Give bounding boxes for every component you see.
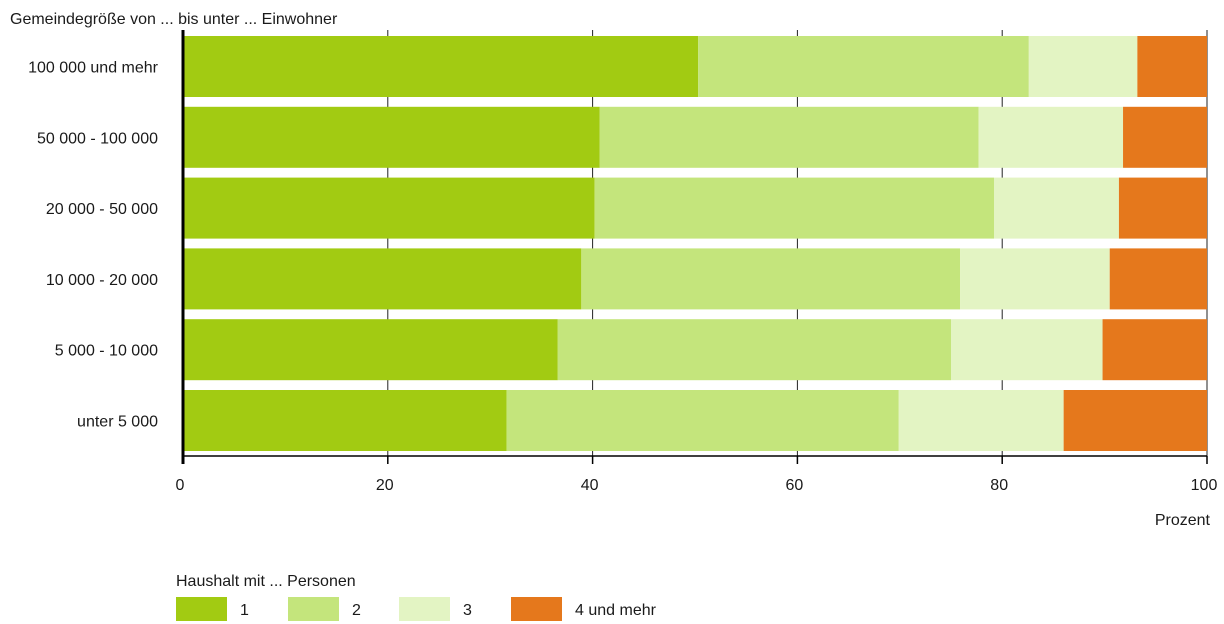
gridlines — [387, 30, 1208, 456]
bar-4-series-4 — [1109, 248, 1207, 310]
legend-swatch-4 — [511, 597, 562, 621]
bar-1-series-3 — [1028, 36, 1138, 97]
bar-6-series-2 — [506, 390, 899, 451]
y-axis-title: Gemeindegröße von ... bis unter ... Einw… — [10, 11, 338, 28]
bar-2-series-2 — [599, 106, 979, 168]
bar-5-series-3 — [951, 319, 1103, 381]
bar-3-series-3 — [994, 177, 1119, 239]
category-label: unter 5 000 — [77, 414, 158, 431]
category-label: 100 000 und mehr — [28, 60, 159, 77]
legend-label-4: 4 und mehr — [575, 602, 657, 619]
bar-6-series-3 — [898, 390, 1064, 451]
x-tick-labels: 0 20 40 60 80 100 — [176, 477, 1218, 494]
bar-3-series-4 — [1118, 177, 1207, 239]
bar-5-series-2 — [557, 319, 951, 381]
bar-1-series-1 — [183, 36, 699, 97]
legend-swatch-3 — [399, 597, 450, 621]
category-label: 10 000 - 20 000 — [46, 272, 158, 289]
x-tick-label: 0 — [176, 477, 185, 494]
legend-title: Haushalt mit ... Personen — [176, 573, 356, 590]
bars — [183, 36, 1207, 451]
bar-2-series-4 — [1123, 106, 1207, 168]
category-label: 20 000 - 50 000 — [46, 201, 158, 218]
bar-5-series-1 — [183, 319, 558, 381]
x-tick-label: 60 — [786, 477, 804, 494]
legend: 1 2 3 4 und mehr — [176, 597, 657, 621]
x-tick-label: 80 — [990, 477, 1008, 494]
bar-1-series-4 — [1137, 36, 1207, 97]
axes — [181, 30, 1208, 464]
bar-4-series-1 — [183, 248, 582, 310]
x-axis-title: Prozent — [1155, 512, 1211, 529]
bar-6-series-4 — [1063, 390, 1207, 451]
bar-3-series-2 — [594, 177, 995, 239]
bar-2-series-1 — [183, 106, 600, 168]
x-tick-label: 100 — [1191, 477, 1218, 494]
legend-swatch-1 — [176, 597, 227, 621]
bar-2-series-3 — [978, 106, 1124, 168]
bar-5-series-4 — [1102, 319, 1207, 381]
bar-4-series-2 — [581, 248, 961, 310]
x-tick-label: 40 — [581, 477, 599, 494]
legend-label-3: 3 — [463, 602, 472, 619]
bar-4-series-3 — [960, 248, 1110, 310]
category-label: 5 000 - 10 000 — [55, 343, 158, 360]
legend-label-1: 1 — [240, 602, 249, 619]
x-tick-label: 20 — [376, 477, 394, 494]
category-label: 50 000 - 100 000 — [37, 130, 158, 147]
bar-3-series-1 — [183, 177, 595, 239]
category-labels: 100 000 und mehr 50 000 - 100 000 20 000 -… — [28, 60, 159, 431]
legend-swatch-2 — [288, 597, 339, 621]
bar-1-series-2 — [698, 36, 1029, 97]
bar-6-series-1 — [183, 390, 507, 451]
legend-label-2: 2 — [352, 602, 361, 619]
